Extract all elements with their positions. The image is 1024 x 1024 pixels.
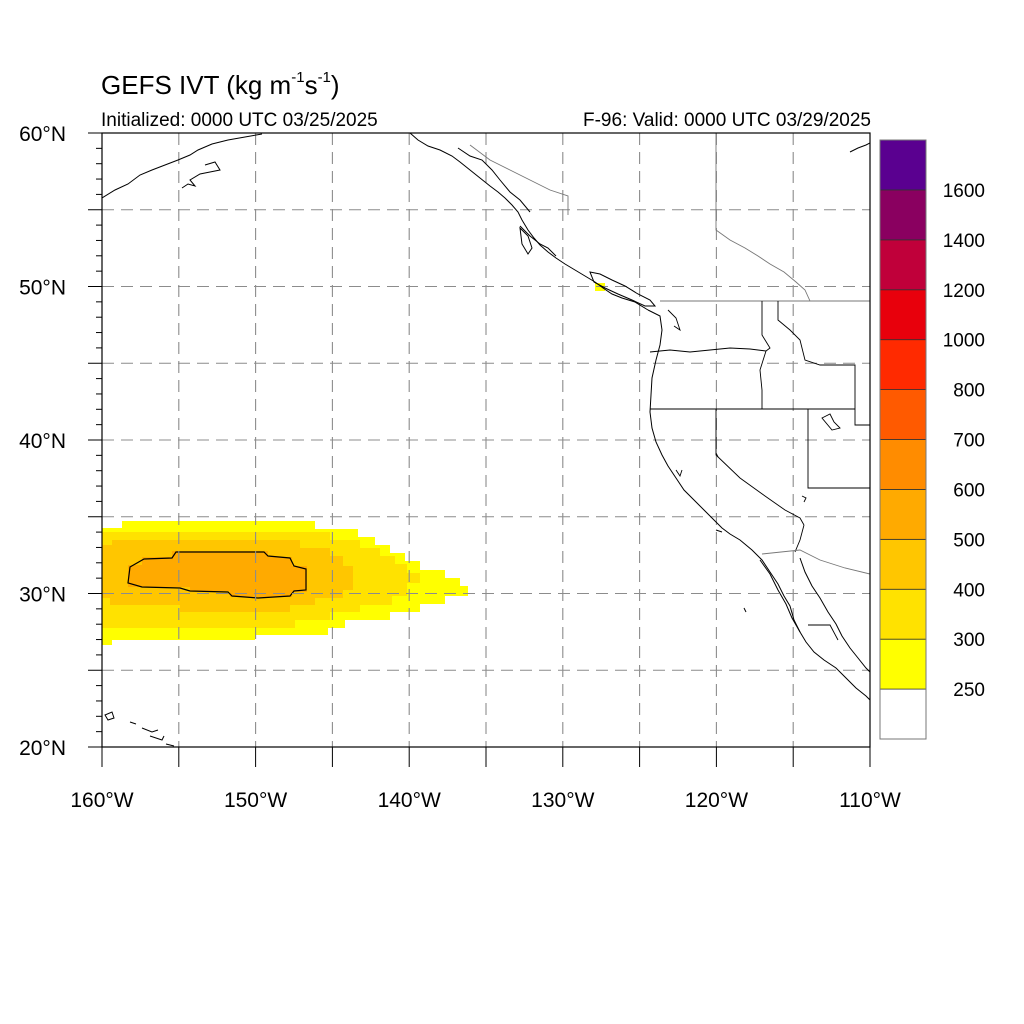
colorbar-level-label: 800 — [953, 381, 985, 402]
initialized-time-label: Initialized: 0000 UTC 03/25/2025 — [101, 110, 378, 131]
latitude-tick-label: 20°N — [19, 737, 66, 760]
latitude-tick-label: 40°N — [19, 430, 66, 453]
colorbar-level-label: 1200 — [943, 281, 985, 302]
colorbar-level-label: 700 — [953, 431, 985, 452]
colorbar-frame — [879, 139, 927, 740]
ivt-shading — [102, 283, 605, 645]
chart-title: GEFS IVT (kg m-1s-1) — [101, 69, 340, 100]
ivt-500-contour — [127, 551, 307, 599]
colorbar-level-label: 1400 — [943, 231, 985, 252]
latitude-tick-label: 50°N — [19, 277, 66, 300]
colorbar-swatch — [879, 588, 927, 640]
axis-ticks — [88, 132, 871, 767]
colorbar-swatch — [879, 688, 927, 740]
colorbar-swatch — [879, 389, 927, 440]
latitude-tick-label: 60°N — [19, 123, 66, 146]
ivt-500-600-area — [128, 551, 307, 597]
colorbar-swatch — [879, 339, 927, 390]
grid-lines — [102, 133, 870, 747]
colorbar-swatch — [879, 289, 927, 341]
colorbar-swatch — [879, 239, 927, 291]
colorbar-level-label: 400 — [953, 580, 985, 601]
colorbar-level-label: 1600 — [943, 181, 985, 202]
political-boundaries — [469, 133, 870, 641]
colorbar-level-label: 1000 — [943, 331, 985, 352]
longitude-tick-label: 120°W — [685, 789, 748, 812]
valid-time-label: F-96: Valid: 0000 UTC 03/29/2025 — [583, 110, 871, 131]
longitude-tick-label: 130°W — [531, 789, 594, 812]
longitude-tick-label: 110°W — [839, 789, 901, 812]
colorbar-swatch — [879, 439, 927, 490]
colorbar-level-label: 300 — [953, 630, 985, 651]
colorbar-swatch — [879, 489, 927, 540]
colorbar-level-label: 500 — [953, 530, 985, 551]
longitude-tick-label: 160°W — [70, 789, 133, 812]
colorbar-level-label: 600 — [953, 480, 985, 501]
latitude-tick-label: 30°N — [19, 584, 66, 607]
colorbar-swatch — [879, 538, 927, 590]
colorbar-level-label: 250 — [953, 680, 985, 701]
latitude-labels: 60°N 50°N 40°N 30°N 20°N — [19, 123, 66, 760]
longitude-tick-label: 150°W — [224, 789, 287, 812]
longitude-labels: 160°W 150°W 140°W 130°W 120°W 110°W — [70, 789, 901, 812]
colorbar: 250 300 400 500 600 700 800 1000 1200 1400 1600 — [879, 139, 985, 740]
colorbar-swatch — [879, 139, 927, 191]
colorbar-swatch — [879, 189, 927, 241]
coastlines — [102, 133, 870, 747]
colorbar-swatch — [879, 638, 927, 690]
longitude-tick-label: 140°W — [378, 789, 441, 812]
